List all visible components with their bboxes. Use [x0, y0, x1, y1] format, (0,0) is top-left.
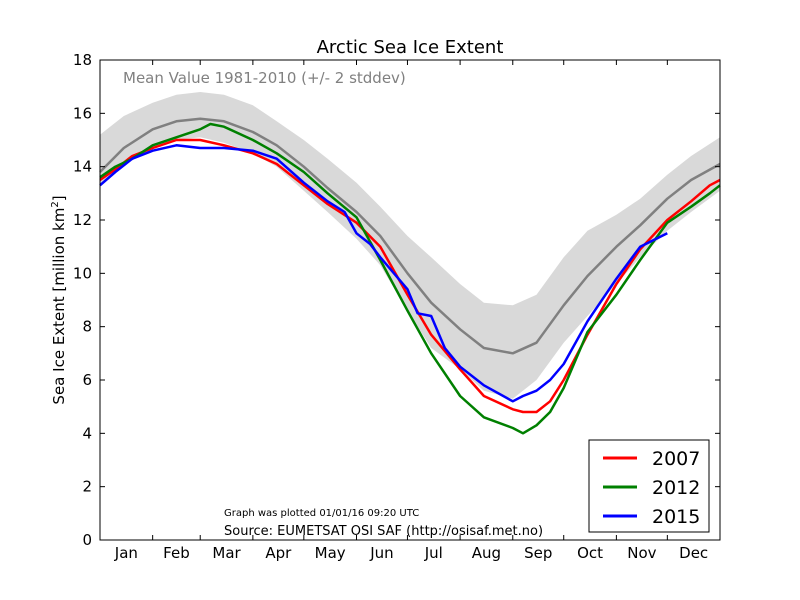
x-tick-label: Nov — [627, 544, 656, 562]
legend-label-2015: 2015 — [652, 506, 700, 528]
chart-title: Arctic Sea Ice Extent — [317, 37, 504, 58]
y-tick-label: 12 — [73, 211, 92, 229]
y-axis-label: Sea Ice Extent [million km2] — [50, 195, 68, 404]
svg-text:Sea Ice Extent [million km2]: Sea Ice Extent [million km2] — [50, 195, 68, 404]
series-line-2012 — [99, 122, 721, 435]
legend-label-2012: 2012 — [652, 477, 700, 499]
y-axis-label-close: ] — [50, 195, 68, 201]
series-line-2015 — [99, 144, 668, 403]
x-axis: Jan Feb Mar Apr May Jun Jul Aug Sep Oct Nov Dec — [99, 60, 721, 562]
x-tick-label: Aug — [472, 544, 501, 562]
y-tick-label: 4 — [82, 424, 92, 442]
band-label: Mean Value 1981-2010 (+/- 2 stddev) — [123, 69, 406, 87]
source-note: Source: EUMETSAT OSI SAF (http://osisaf.… — [224, 524, 543, 539]
x-tick-label: Jul — [424, 544, 443, 562]
y-tick-label: 8 — [82, 318, 92, 336]
y-axis-label-text: Sea Ice Extent [million km — [50, 208, 68, 405]
x-tick-label: Sep — [524, 544, 552, 562]
y-tick-label: 0 — [82, 531, 92, 549]
legend-label-2007: 2007 — [652, 448, 700, 470]
x-tick-label: Jan — [114, 544, 138, 562]
plot-frame — [99, 59, 721, 541]
x-tick-label: Apr — [265, 544, 292, 562]
stddev-band — [100, 92, 720, 399]
y-axis-label-superscript: 2 — [50, 201, 61, 207]
series-layer — [99, 117, 721, 435]
x-tick-label: May — [315, 544, 346, 562]
x-tick-label: Mar — [212, 544, 241, 562]
y-tick-label: 10 — [73, 264, 92, 282]
series-line-mean — [99, 117, 721, 355]
x-tick-label: Feb — [163, 544, 190, 562]
x-tick-label: Oct — [577, 544, 603, 562]
x-tick-label: Dec — [679, 544, 708, 562]
stddev-band-layer — [100, 92, 720, 399]
y-tick-label: 16 — [73, 104, 92, 122]
y-axis: 0 2 4 6 8 10 12 14 16 18 — [73, 51, 720, 549]
x-tick-label: Jun — [369, 544, 393, 562]
y-tick-label: 18 — [73, 51, 92, 69]
y-tick-label: 6 — [82, 371, 92, 389]
plotted-note: Graph was plotted 01/01/16 09:20 UTC — [224, 508, 419, 519]
y-tick-label: 14 — [73, 158, 92, 176]
series-line-2007 — [99, 138, 721, 414]
legend: 2007 2012 2015 — [588, 439, 710, 533]
y-tick-label: 2 — [82, 478, 92, 496]
